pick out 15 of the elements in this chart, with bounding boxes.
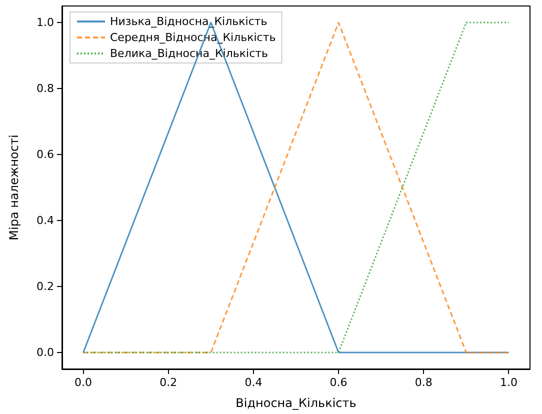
- y-tick-label: 1.0: [36, 16, 54, 29]
- y-tick-label: 0.6: [36, 148, 54, 161]
- y-tick-label: 0.0: [36, 346, 54, 359]
- y-tick-label: 0.2: [36, 280, 54, 293]
- x-tick-label: 0.4: [244, 376, 262, 389]
- x-axis-title: Відносна_Кількість: [236, 396, 356, 410]
- y-axis-title: Міра належності: [7, 134, 21, 240]
- y-tick-label: 0.8: [36, 82, 54, 95]
- x-tick-label: 1.0: [500, 376, 518, 389]
- x-tick-label: 0.0: [74, 376, 92, 389]
- x-tick-label: 0.2: [160, 376, 178, 389]
- y-tick-label: 0.4: [36, 214, 54, 227]
- legend-label: Низька_Відносна_Кількість: [110, 15, 268, 28]
- x-tick-label: 0.6: [330, 376, 348, 389]
- x-tick-label: 0.8: [414, 376, 432, 389]
